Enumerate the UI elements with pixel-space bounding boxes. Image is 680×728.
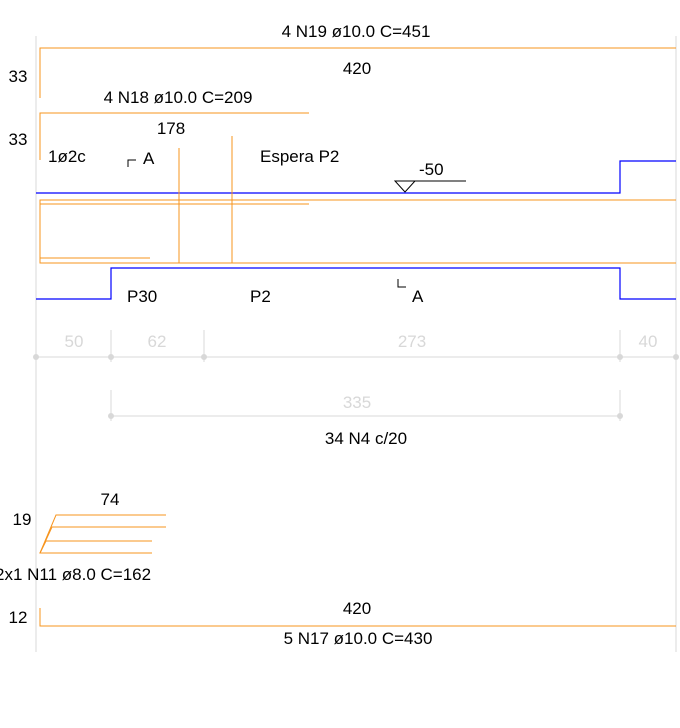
bar-n18 [39,112,309,160]
section-mark-bottom-icon [397,279,406,288]
top-bar-n19 [39,47,676,98]
span-dimension-3: 273 [398,332,426,351]
span-dimension-4: 40 [639,332,658,351]
bottom-bar-length: 420 [343,599,371,618]
bar-n11 [39,514,166,554]
top-bar-hook: 33 [9,67,28,86]
support-p2-label: P2 [250,287,271,306]
top-bar-length: 420 [343,59,371,78]
section-mark-top-label: A [143,149,155,168]
stirrup-span: 335 [343,393,371,412]
beam-outline [36,160,676,300]
bar-n11-label: 2x1 N11 ø8.0 C=162 [0,565,151,584]
level-triangle-icon [393,180,417,193]
level-value: -50 [419,160,444,179]
bar-n11-hook: 19 [13,510,32,529]
bottom-bar-n17 [39,608,676,627]
bar-n18-label: 4 N18 ø10.0 C=209 [104,88,253,107]
span-dimension-line [33,330,679,362]
support-p30-label: P30 [127,287,157,306]
bottom-bar-label: 5 N17 ø10.0 C=430 [284,629,433,648]
top-bar-label: 4 N19 ø10.0 C=451 [282,22,431,41]
bar-n18-hook: 33 [9,130,28,149]
stirrup-dimension-line [108,390,623,421]
span-dimension-2: 62 [148,332,167,351]
bar-layers-label: 1ø2c [48,147,86,166]
beam-rebars [39,136,676,264]
span-dimension-1: 50 [65,332,84,351]
section-mark-top-icon [127,159,136,167]
bottom-bar-hook: 12 [9,608,28,627]
section-mark-bottom-label: A [412,287,424,306]
bar-n18-length: 178 [157,119,185,138]
espera-label: Espera P2 [260,147,339,166]
stirrups-label: 34 N4 c/20 [325,429,407,448]
bar-n11-length: 74 [101,490,120,509]
